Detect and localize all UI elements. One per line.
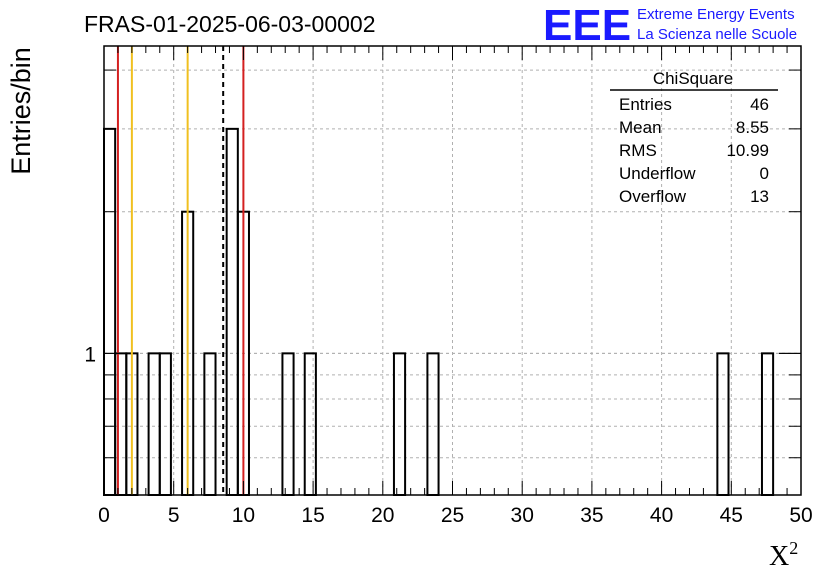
stats-row-label: RMS (619, 141, 657, 160)
stats-row-label: Overflow (619, 187, 687, 206)
stats-rows: Entries 46 Mean 8.55 RMS 10.99 Underflow 0 Overf… (619, 95, 769, 206)
x-tick-label: 10 (232, 504, 255, 527)
eee-logo: EEE Extreme Energy Events La Scienza nel… (543, 1, 797, 50)
marker-lines (116, 46, 245, 495)
x-axis-label-base: X (769, 541, 789, 572)
x-tick-label: 5 (168, 504, 180, 527)
stats-row-label: Entries (619, 95, 672, 114)
stats-title: ChiSquare (653, 69, 733, 88)
stats-row-value: 8.55 (736, 118, 769, 137)
stats-row-value: 10.99 (726, 141, 769, 160)
x-tick-label: 35 (580, 504, 603, 527)
x-tick-label: 40 (650, 504, 673, 527)
stats-row-value: 46 (750, 95, 769, 114)
x-tick-label: 25 (441, 504, 464, 527)
stats-row-label: Mean (619, 118, 662, 137)
stats-box: ChiSquare Entries 46 Mean 8.55 RMS 10.99 Under… (610, 69, 778, 206)
histogram-bar (225, 127, 239, 497)
logo-line-1: Extreme Energy Events (637, 6, 795, 23)
eee-logo-mark: EEE (543, 1, 631, 50)
x-axis-label: X2 (769, 538, 798, 572)
x-tick-label: 20 (371, 504, 394, 527)
x-tick-label: 30 (511, 504, 534, 527)
x-tick-label: 15 (301, 504, 324, 527)
x-tick-label: 50 (789, 504, 812, 527)
stats-row-value: 0 (760, 164, 769, 183)
histogram-bar (103, 127, 117, 497)
y-tick-label: 1 (84, 343, 96, 366)
stats-row-value: 13 (750, 187, 769, 206)
chart-title: FRAS-01-2025-06-03-00002 (84, 11, 376, 37)
x-tick-label: 45 (720, 504, 743, 527)
logo-line-2: La Scienza nelle Scuole (637, 26, 797, 43)
y-axis-label: Entries/bin (6, 47, 36, 175)
x-axis-label-superscript: 2 (789, 538, 798, 558)
x-tick-label: 0 (98, 504, 110, 527)
histogram-bars (103, 127, 775, 497)
stats-row-label: Underflow (619, 164, 696, 183)
grid-lines (104, 46, 801, 496)
tick-labels: 0 5 10 15 20 25 30 35 40 45 50 1 (84, 343, 812, 527)
axis-ticks (103, 46, 802, 496)
